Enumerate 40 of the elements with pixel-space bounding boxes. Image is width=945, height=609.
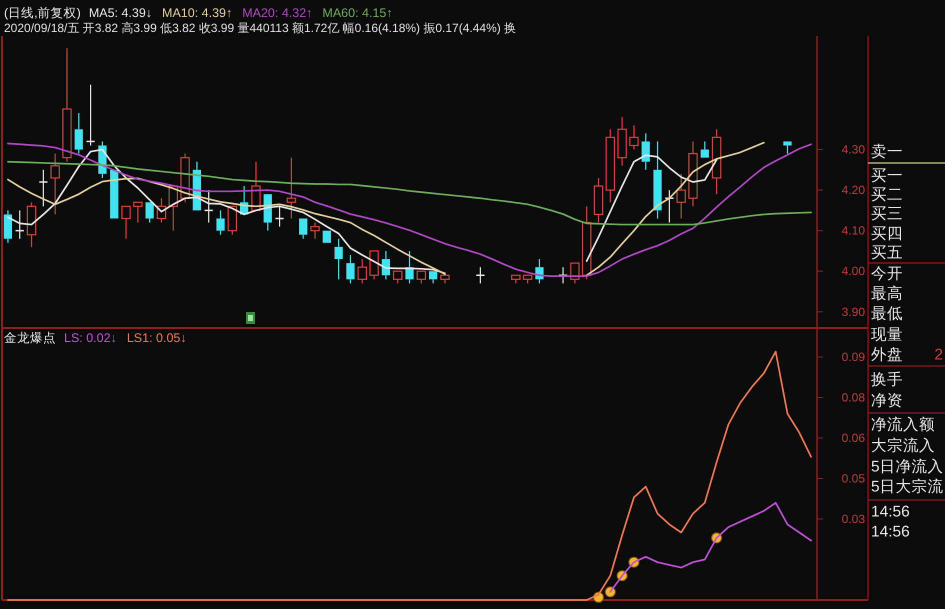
text: LS1: 0.05↓: [126, 331, 187, 345]
text: 14:56: [871, 504, 910, 520]
text: 5日大宗流: [871, 478, 944, 496]
y-tick-label: 0.06: [842, 431, 866, 445]
y-tick-label: 0.08: [842, 390, 866, 404]
text: 净资: [871, 392, 903, 410]
text: LS: 0.02↓: [64, 331, 117, 345]
chart-title: 金龙爆点: [4, 331, 56, 345]
text: 净流入额: [871, 416, 935, 434]
text: MA60: 4.15↑: [322, 6, 393, 20]
text: MA10: 4.39↑: [162, 6, 232, 20]
line-series: [7, 160, 812, 226]
y-tick-label: 3.90: [842, 304, 866, 319]
y-tick-label: 0.09: [842, 350, 866, 364]
text: 买三: [871, 206, 903, 222]
text: 最低: [871, 306, 903, 322]
y-tick-label: 4.30: [842, 142, 866, 157]
y-tick-label: 0.05: [842, 472, 866, 486]
text: MA5: 4.39↓: [88, 6, 152, 20]
text: 买二: [871, 186, 903, 204]
text: 买一: [871, 168, 903, 184]
text: 外盘: [871, 346, 903, 364]
chart-subtitle: 2020/09/18/五 开3.82 高3.99 低3.82 收3.99 量440113 额1.72亿 幅0.16(4.18%) 振0.17(4.44%) 换: [4, 21, 516, 35]
text: 买五: [871, 244, 903, 262]
y-tick-label: 0.03: [842, 512, 866, 526]
text: 现量: [871, 326, 903, 344]
text: 卖一: [871, 142, 903, 160]
text: MA20: 4.32↑: [242, 6, 312, 20]
chart-title: (日线,前复权): [4, 6, 81, 20]
text: 14:56: [871, 524, 910, 540]
text: 5日净流入: [871, 458, 944, 476]
y-tick-label: 4.20: [842, 183, 866, 198]
text: 买四: [871, 226, 903, 242]
y-tick-label: 4.10: [842, 224, 866, 238]
text: 今开: [871, 266, 903, 282]
text: 2: [934, 346, 943, 364]
text: 最高: [871, 284, 903, 302]
text: 大宗流入: [871, 436, 935, 454]
text: 换手: [871, 370, 903, 388]
y-tick-label: 4.00: [842, 264, 866, 278]
